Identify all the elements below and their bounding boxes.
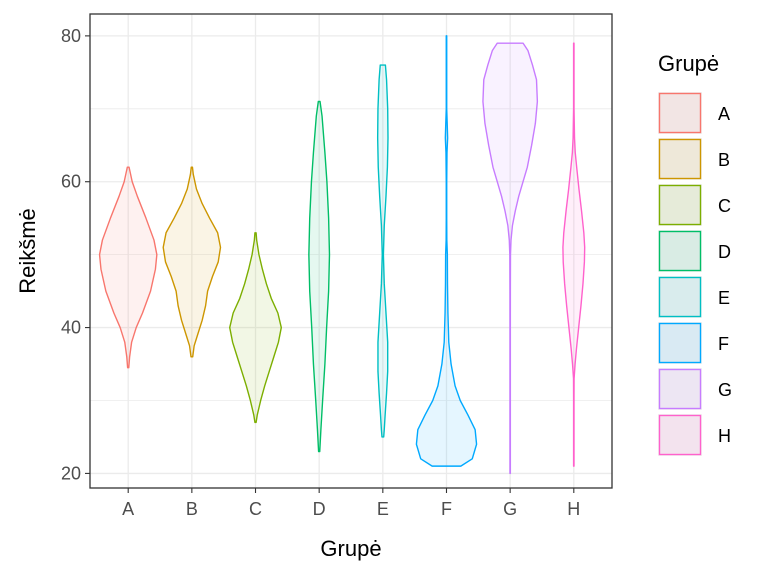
y-tick-label: 20: [61, 463, 81, 483]
plot-panel: [90, 14, 612, 488]
x-tick-label: E: [377, 499, 389, 519]
legend-key-d: [658, 230, 702, 272]
x-tick-label: B: [186, 499, 198, 519]
violin-h: [562, 42, 586, 467]
legend-key-g: [658, 368, 702, 410]
y-tick-label: 60: [61, 172, 81, 192]
legend-label-h: H: [718, 426, 731, 446]
x-axis: A B C D E F G H: [122, 488, 580, 519]
legend-key-background: [658, 230, 702, 272]
legend-label-d: D: [718, 242, 731, 262]
legend-key-background: [658, 368, 702, 410]
y-tick-label: 40: [61, 318, 81, 338]
legend-label-c: C: [718, 196, 731, 216]
violin-f: [415, 35, 478, 467]
x-tick-label: C: [249, 499, 262, 519]
x-tick-label: H: [567, 499, 580, 519]
legend-label-b: B: [718, 150, 730, 170]
violin-d: [308, 100, 331, 453]
legend-key-h: [658, 414, 702, 456]
x-tick-label: A: [122, 499, 134, 519]
x-tick-label: G: [503, 499, 517, 519]
legend-key-background: [658, 184, 702, 226]
legend-key-b: [658, 138, 702, 180]
violins: [98, 35, 586, 475]
legend-key-background: [658, 322, 702, 364]
violin-g: [482, 42, 539, 475]
plot-border: [89, 13, 613, 489]
violin-a: [98, 166, 158, 369]
y-axis-title: Reikšmė: [15, 208, 40, 294]
legend-key-background: [658, 276, 702, 318]
legend: Grupė A B C D E F G H: [658, 51, 732, 456]
legend-key-background: [658, 92, 702, 134]
x-tick-label: D: [313, 499, 326, 519]
legend-label-g: G: [718, 380, 732, 400]
legend-key-a: [658, 92, 702, 134]
legend-key-background: [658, 138, 702, 180]
x-axis-title: Grupė: [320, 536, 381, 561]
legend-label-f: F: [718, 334, 729, 354]
legend-key-background: [658, 414, 702, 456]
y-tick-label: 80: [61, 26, 81, 46]
legend-label-a: A: [718, 104, 730, 124]
y-axis: 20 40 60 80: [61, 26, 90, 483]
violin-b: [162, 166, 222, 358]
legend-label-e: E: [718, 288, 730, 308]
x-tick-label: F: [441, 499, 452, 519]
violin-e: [376, 64, 389, 438]
legend-key-e: [658, 276, 702, 318]
violin-c: [229, 232, 282, 424]
legend-key-f: [658, 322, 702, 364]
legend-key-c: [658, 184, 702, 226]
legend-title: Grupė: [658, 51, 719, 76]
